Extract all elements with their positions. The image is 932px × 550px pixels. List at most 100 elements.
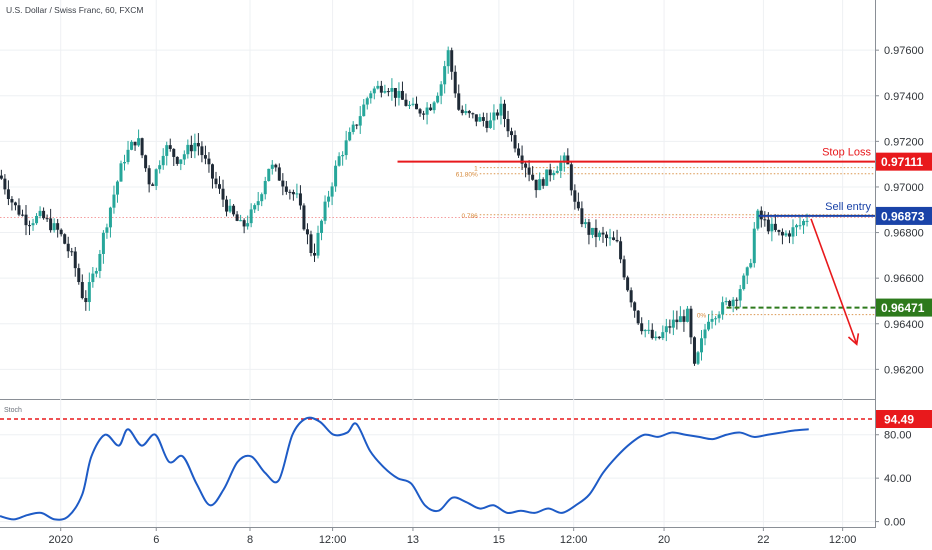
candle-body [168, 145, 172, 149]
candle-body [432, 102, 436, 111]
candle-body [56, 223, 60, 230]
candle-body [668, 326, 672, 328]
candle-body [538, 179, 542, 191]
candle-body [281, 180, 285, 187]
candle-body [256, 201, 260, 206]
candle-body [471, 113, 475, 115]
overbought-value: 94.49 [884, 413, 914, 427]
candle-body [742, 275, 746, 290]
candle-body [108, 207, 112, 228]
candle-body [583, 222, 587, 225]
candle-body [144, 155, 148, 169]
candle-body [773, 223, 777, 230]
candle-body [87, 282, 91, 303]
price-tick-label: 0.96800 [884, 228, 924, 240]
candle-body [154, 169, 158, 186]
candle-body [80, 282, 84, 299]
candle-body [334, 165, 338, 187]
overbought-tag [876, 410, 932, 429]
candle-body [502, 103, 506, 120]
candle-body [242, 220, 246, 227]
time-axis: 2020 6 8 12:00 13 15 12:00 20 22 12:00 [48, 527, 856, 546]
candle-body [193, 142, 197, 152]
candle-body [647, 329, 651, 331]
candle-body [341, 155, 345, 157]
time-tick-label: 12:00 [560, 534, 588, 546]
candle-body [661, 332, 665, 339]
candle-body [474, 114, 478, 122]
candle-body [316, 232, 320, 256]
candle-body [214, 178, 218, 185]
candle-body [527, 167, 531, 175]
candle-body [756, 210, 760, 229]
candle-body [534, 179, 538, 191]
time-tick-label: 22 [757, 534, 769, 546]
candle-body [619, 241, 623, 260]
candle-body [745, 267, 749, 276]
candle-body [151, 184, 155, 186]
candle-body [411, 103, 415, 105]
candle-body [77, 268, 81, 283]
candle-body [555, 170, 559, 173]
candle-body [457, 93, 461, 110]
candle-body [186, 144, 190, 155]
price-tag [876, 206, 932, 225]
candle-body [372, 88, 376, 94]
indicator-name: Stoch [4, 407, 22, 414]
candle-body [312, 252, 316, 256]
candle-body [6, 189, 10, 200]
candle-body [685, 308, 689, 322]
candle-body [464, 111, 468, 114]
price-tag-value: 0.97111 [881, 155, 923, 169]
candle-body [228, 205, 232, 212]
candle-body [221, 188, 225, 200]
candle-body [802, 220, 806, 226]
candle-body [446, 50, 450, 67]
candle-body [784, 233, 788, 236]
candle-body [123, 162, 127, 164]
candle-body [675, 319, 679, 323]
time-tick-label: 6 [153, 534, 159, 546]
candle-body [45, 218, 49, 220]
candle-body [450, 50, 454, 72]
candle-body [320, 220, 324, 233]
candle-body [351, 124, 355, 132]
candle-body [218, 184, 222, 189]
candle-body [562, 155, 566, 163]
candle-body [453, 71, 457, 94]
candle-body [566, 155, 570, 165]
candle-body [481, 117, 485, 121]
candle-body [210, 164, 214, 179]
candle-body [260, 194, 264, 202]
candle-body [42, 210, 46, 219]
candle-body [569, 164, 573, 191]
level-label: Stop Loss [822, 147, 871, 159]
candle-body [728, 300, 732, 307]
candle-body [795, 225, 799, 228]
time-tick-label: 12:00 [829, 534, 857, 546]
candle-body [643, 329, 647, 332]
candle-body [302, 205, 306, 230]
candle-body [337, 156, 341, 166]
candle-body [70, 251, 74, 253]
candle-body [541, 179, 545, 186]
projection-arrow-shaft [810, 218, 858, 345]
candle-body [291, 192, 295, 195]
candle-body [597, 232, 601, 238]
candle-body [295, 193, 299, 195]
candle-body [270, 164, 274, 169]
candle-body [119, 163, 123, 182]
candle-body [517, 148, 521, 156]
candle-body [601, 232, 605, 235]
candle-body [422, 113, 426, 115]
symbol-title: U.S. Dollar / Swiss Franc, 60, FXCM [6, 5, 143, 15]
candle-body [510, 131, 514, 136]
candle-body [787, 233, 791, 237]
candle-body [580, 208, 584, 225]
candle-body [84, 298, 88, 303]
candle-body [284, 186, 288, 192]
candle-body [626, 277, 630, 291]
candle-body [277, 167, 281, 181]
candle-body [390, 88, 394, 92]
candle-body [91, 273, 95, 283]
